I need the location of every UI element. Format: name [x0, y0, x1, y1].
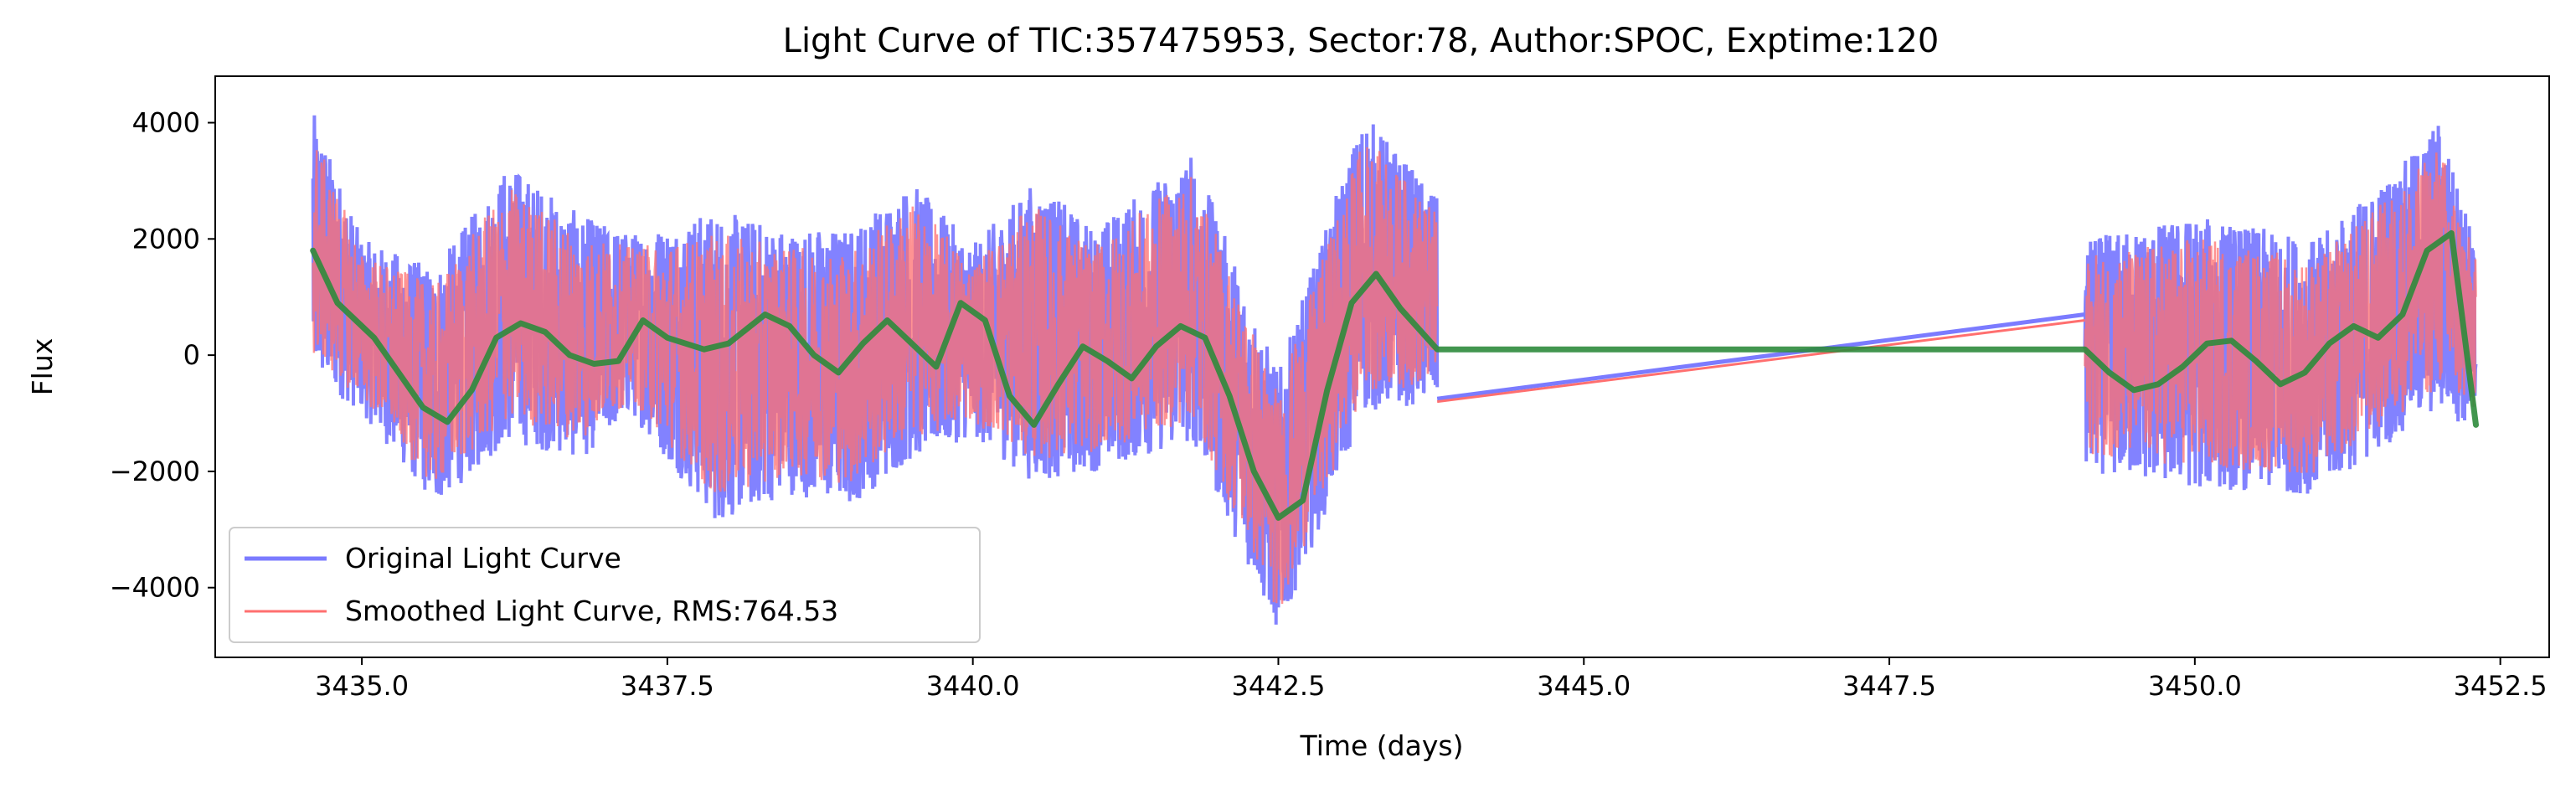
y-axis: 4000 2000 0 −2000 −4000: [110, 107, 215, 604]
x-tick-label: 3442.5: [1231, 670, 1325, 702]
legend-label-smoothed: Smoothed Light Curve, RMS:764.53: [345, 595, 838, 627]
y-tick-label: −4000: [110, 572, 200, 604]
y-axis-label: Flux: [26, 338, 59, 396]
original-gap-line: [1436, 312, 2085, 401]
data-layer: [310, 115, 2479, 625]
x-tick-label: 3445.0: [1537, 670, 1631, 702]
x-tick-label: 3435.0: [315, 670, 409, 702]
x-tick-label: 3450.0: [2148, 670, 2242, 702]
y-tick-label: 2000: [132, 223, 200, 255]
x-tick-label: 3440.0: [926, 670, 1020, 702]
smoothed-gap-line: [1436, 318, 2085, 404]
legend-label-original: Original Light Curve: [345, 542, 621, 574]
legend: Original Light Curve Smoothed Light Curv…: [229, 527, 981, 643]
smoothed-light-curve: [312, 147, 2477, 605]
y-tick-label: 0: [183, 339, 200, 371]
x-tick-label: 3437.5: [621, 670, 714, 702]
y-tick-label: −2000: [110, 456, 200, 487]
y-tick-label: 4000: [132, 107, 200, 139]
x-axis: 3435.0 3437.5 3440.0 3442.5 3445.0 3447.5 3450…: [315, 657, 2548, 702]
x-tick-label: 3447.5: [1842, 670, 1936, 702]
trend-line: [310, 229, 2479, 521]
legend-box: [229, 527, 981, 643]
x-axis-label: Time (days): [1300, 729, 1464, 762]
chart-title: Light Curve of TIC:357475953, Sector:78,…: [783, 22, 1940, 60]
x-tick-label: 3452.5: [2454, 670, 2548, 702]
plot-frame: [214, 75, 2550, 658]
